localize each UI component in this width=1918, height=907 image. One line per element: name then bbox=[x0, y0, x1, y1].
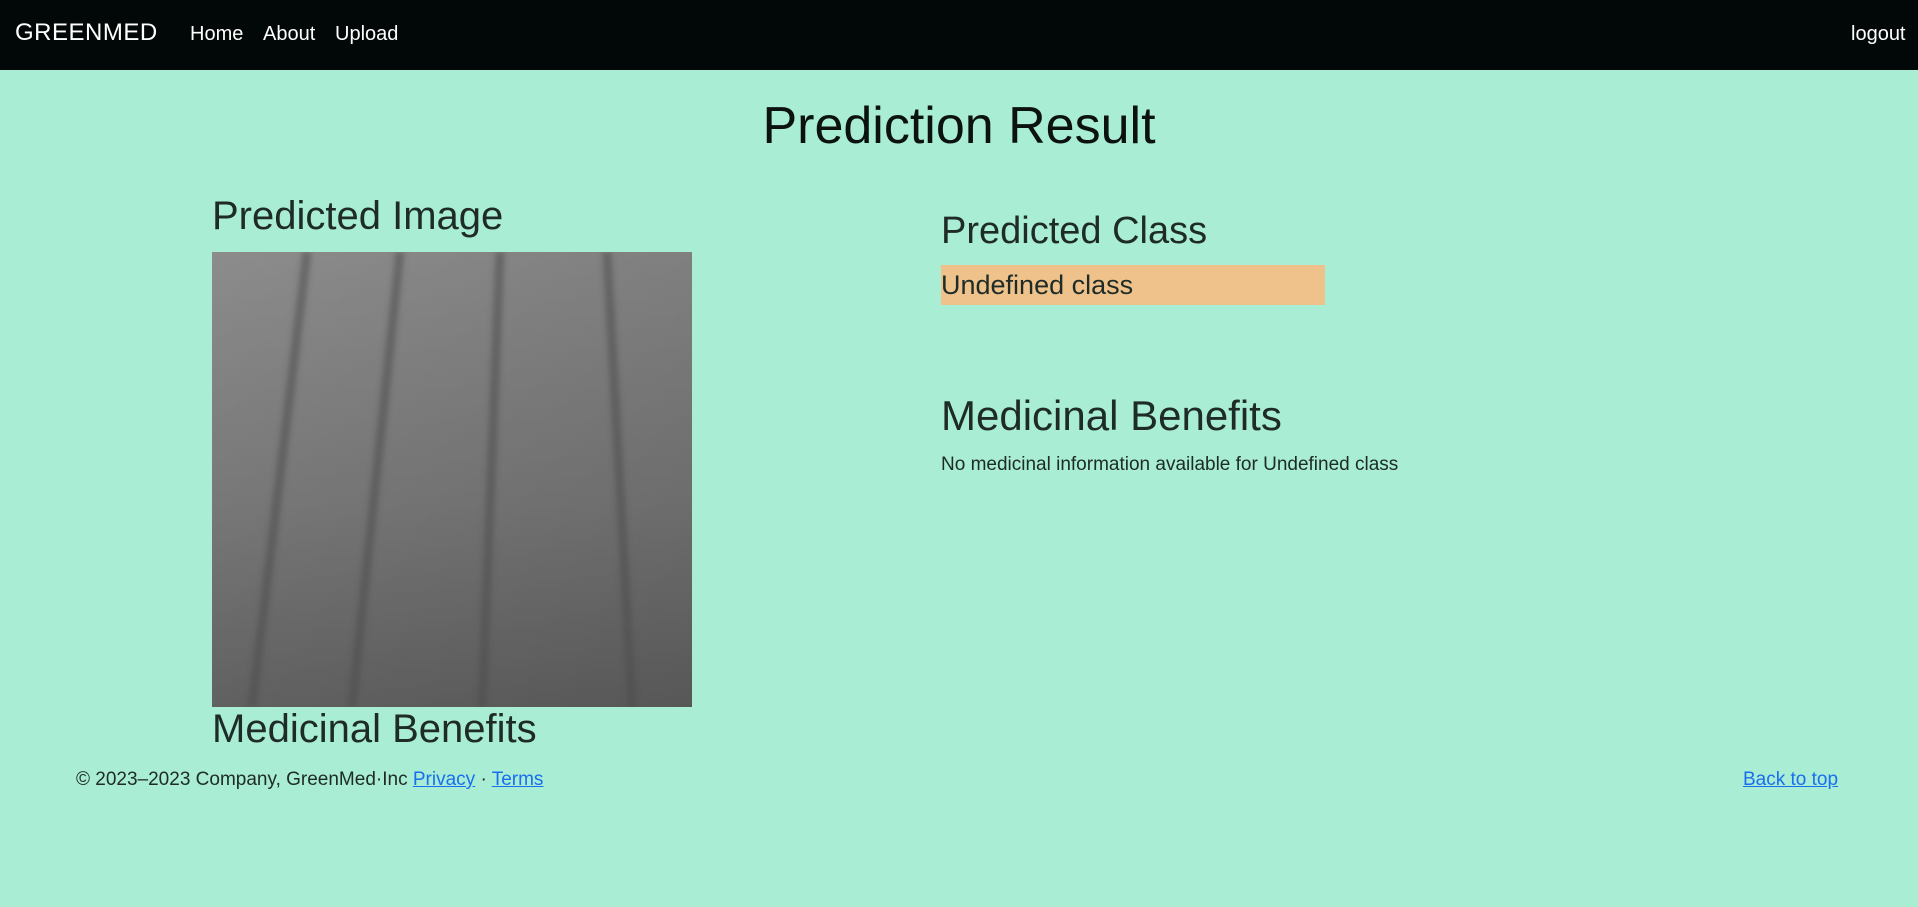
predicted-image-heading: Predicted Image bbox=[212, 194, 504, 238]
predicted-class-heading: Predicted Class bbox=[941, 210, 1208, 252]
brand-logo[interactable]: GREENMED bbox=[15, 19, 158, 46]
privacy-link[interactable]: Privacy bbox=[412, 769, 476, 790]
nav-home[interactable]: Home bbox=[190, 23, 244, 45]
nav-upload[interactable]: Upload bbox=[335, 23, 399, 45]
logout-link[interactable]: logout bbox=[1851, 23, 1906, 45]
predicted-class-badge: Undefined class bbox=[941, 265, 1325, 305]
medicinal-benefits-heading: Medicinal Benefits bbox=[941, 392, 1282, 439]
page-title: Prediction Result bbox=[762, 97, 1156, 155]
footer-separator: · bbox=[480, 769, 487, 790]
footer-left: © 2023–2023 Company, GreenMed·Inc Privac… bbox=[76, 769, 543, 791]
back-to-top-link[interactable]: Back to top bbox=[1743, 769, 1839, 790]
left-medicinal-benefits-heading: Medicinal Benefits bbox=[212, 707, 537, 751]
nav-about[interactable]: About bbox=[263, 23, 316, 45]
medicinal-benefits-text: No medicinal information available for U… bbox=[941, 454, 1399, 475]
predicted-image bbox=[212, 252, 692, 707]
top-navbar: GREENMED Home About Upload logout bbox=[0, 0, 1918, 70]
terms-link[interactable]: Terms bbox=[491, 769, 544, 790]
copyright-text: © 2023–2023 Company, GreenMed·Inc bbox=[76, 769, 408, 790]
predicted-image-content bbox=[212, 252, 692, 707]
